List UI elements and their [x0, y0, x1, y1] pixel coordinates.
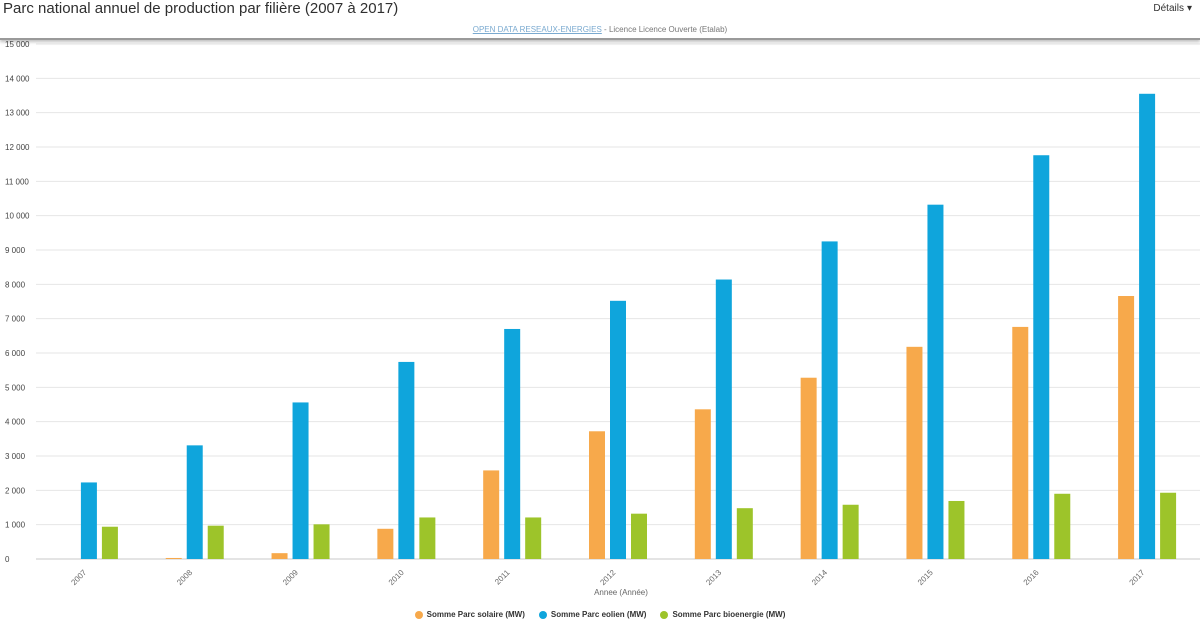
- x-tick-label: 2010: [387, 568, 406, 587]
- x-tick-label: 2011: [493, 568, 512, 587]
- bar[interactable]: [377, 528, 394, 559]
- y-tick-label: 11 000: [5, 177, 29, 186]
- bar[interactable]: [842, 504, 859, 559]
- bar[interactable]: [800, 377, 817, 559]
- source-attribution: OPEN DATA RESEAUX-ENERGIES - Licence Lic…: [0, 25, 1200, 34]
- bar[interactable]: [631, 513, 647, 559]
- bar[interactable]: [271, 553, 288, 559]
- chevron-down-icon: ▾: [1186, 2, 1192, 14]
- legend-label: Somme Parc eolien (MW): [550, 610, 647, 619]
- bar[interactable]: [292, 402, 309, 559]
- bar[interactable]: [1118, 296, 1135, 559]
- y-tick-label: 6 000: [5, 349, 26, 358]
- y-axis: 0 1 000 2 000 3 000 4 000 5 000 6 000 7 000 8 00…: [5, 40, 30, 564]
- bar[interactable]: [1139, 93, 1156, 560]
- legend-label: Somme Parc bioenergie (MW): [672, 610, 786, 619]
- bar[interactable]: [821, 241, 838, 559]
- legend-item[interactable]: Somme Parc eolien (MW): [538, 610, 647, 619]
- x-tick-label: 2014: [810, 568, 829, 587]
- bar[interactable]: [927, 204, 944, 559]
- y-tick-label: 14 000: [5, 74, 30, 83]
- bar[interactable]: [483, 470, 500, 559]
- bar[interactable]: [398, 361, 415, 559]
- legend-item[interactable]: Somme Parc solaire (MW): [414, 610, 525, 619]
- legend: Somme Parc solaire (MW) Somme Parc eolien…: [0, 610, 1200, 619]
- bar[interactable]: [504, 328, 521, 559]
- legend-item[interactable]: Somme Parc bioenergie (MW): [660, 610, 785, 619]
- x-axis: 2007 2008 2009 2010 2011 2012 2013 2014 2015 2016…: [69, 568, 1147, 587]
- x-tick-label: 2017: [1128, 568, 1147, 587]
- bar[interactable]: [906, 346, 923, 559]
- details-label: Détails: [1153, 3, 1184, 14]
- bar[interactable]: [1054, 493, 1071, 559]
- bar[interactable]: [610, 300, 626, 559]
- bar[interactable]: [207, 525, 224, 559]
- bar[interactable]: [1033, 155, 1050, 560]
- source-link[interactable]: OPEN DATA RESEAUX-ENERGIES: [472, 25, 602, 34]
- legend-swatch: [414, 610, 423, 619]
- legend-swatch: [538, 610, 547, 619]
- x-tick-label: 2009: [281, 568, 300, 587]
- bars: [80, 93, 1177, 560]
- y-tick-label: 0: [5, 555, 10, 564]
- bar[interactable]: [1160, 492, 1177, 559]
- bar[interactable]: [525, 517, 542, 559]
- x-tick-label: 2015: [916, 568, 935, 587]
- y-tick-label: 5 000: [5, 383, 26, 392]
- x-axis-title: Annee (Année): [594, 588, 648, 597]
- bar[interactable]: [101, 526, 118, 559]
- y-tick-label: 10 000: [5, 212, 30, 221]
- y-tick-label: 4 000: [5, 418, 26, 427]
- bar[interactable]: [419, 517, 436, 559]
- y-tick-label: 3 000: [5, 452, 26, 461]
- x-tick-label: 2008: [175, 568, 194, 587]
- y-tick-label: 13 000: [5, 109, 30, 118]
- y-tick-label: 9 000: [5, 246, 26, 255]
- y-tick-label: 2 000: [5, 486, 26, 495]
- x-tick-label: 2013: [704, 568, 723, 587]
- y-tick-label: 1 000: [5, 521, 26, 530]
- legend-swatch: [660, 610, 669, 619]
- x-tick-label: 2012: [598, 568, 617, 587]
- bar[interactable]: [1012, 326, 1029, 559]
- legend-label: Somme Parc solaire (MW): [426, 610, 525, 619]
- x-tick-label: 2016: [1022, 568, 1041, 587]
- y-tick-label: 15 000: [5, 40, 30, 49]
- chart-header: Parc national annuel de production par f…: [0, 0, 1200, 40]
- details-button[interactable]: Détails ▾: [1153, 3, 1192, 14]
- bar[interactable]: [715, 279, 732, 559]
- bar[interactable]: [80, 482, 97, 559]
- source-license: - Licence Licence Ouverte (Etalab): [601, 25, 728, 34]
- bar[interactable]: [313, 524, 330, 559]
- bar[interactable]: [736, 508, 753, 559]
- y-tick-label: 8 000: [5, 280, 26, 289]
- page-title: Parc national annuel de production par f…: [3, 0, 399, 17]
- bar[interactable]: [186, 445, 203, 559]
- bar[interactable]: [165, 557, 182, 559]
- bar[interactable]: [948, 500, 965, 559]
- y-tick-label: 12 000: [5, 143, 30, 152]
- bar[interactable]: [589, 431, 605, 559]
- bar[interactable]: [694, 409, 711, 559]
- x-tick-label: 2007: [69, 568, 88, 587]
- y-tick-label: 7 000: [5, 315, 26, 324]
